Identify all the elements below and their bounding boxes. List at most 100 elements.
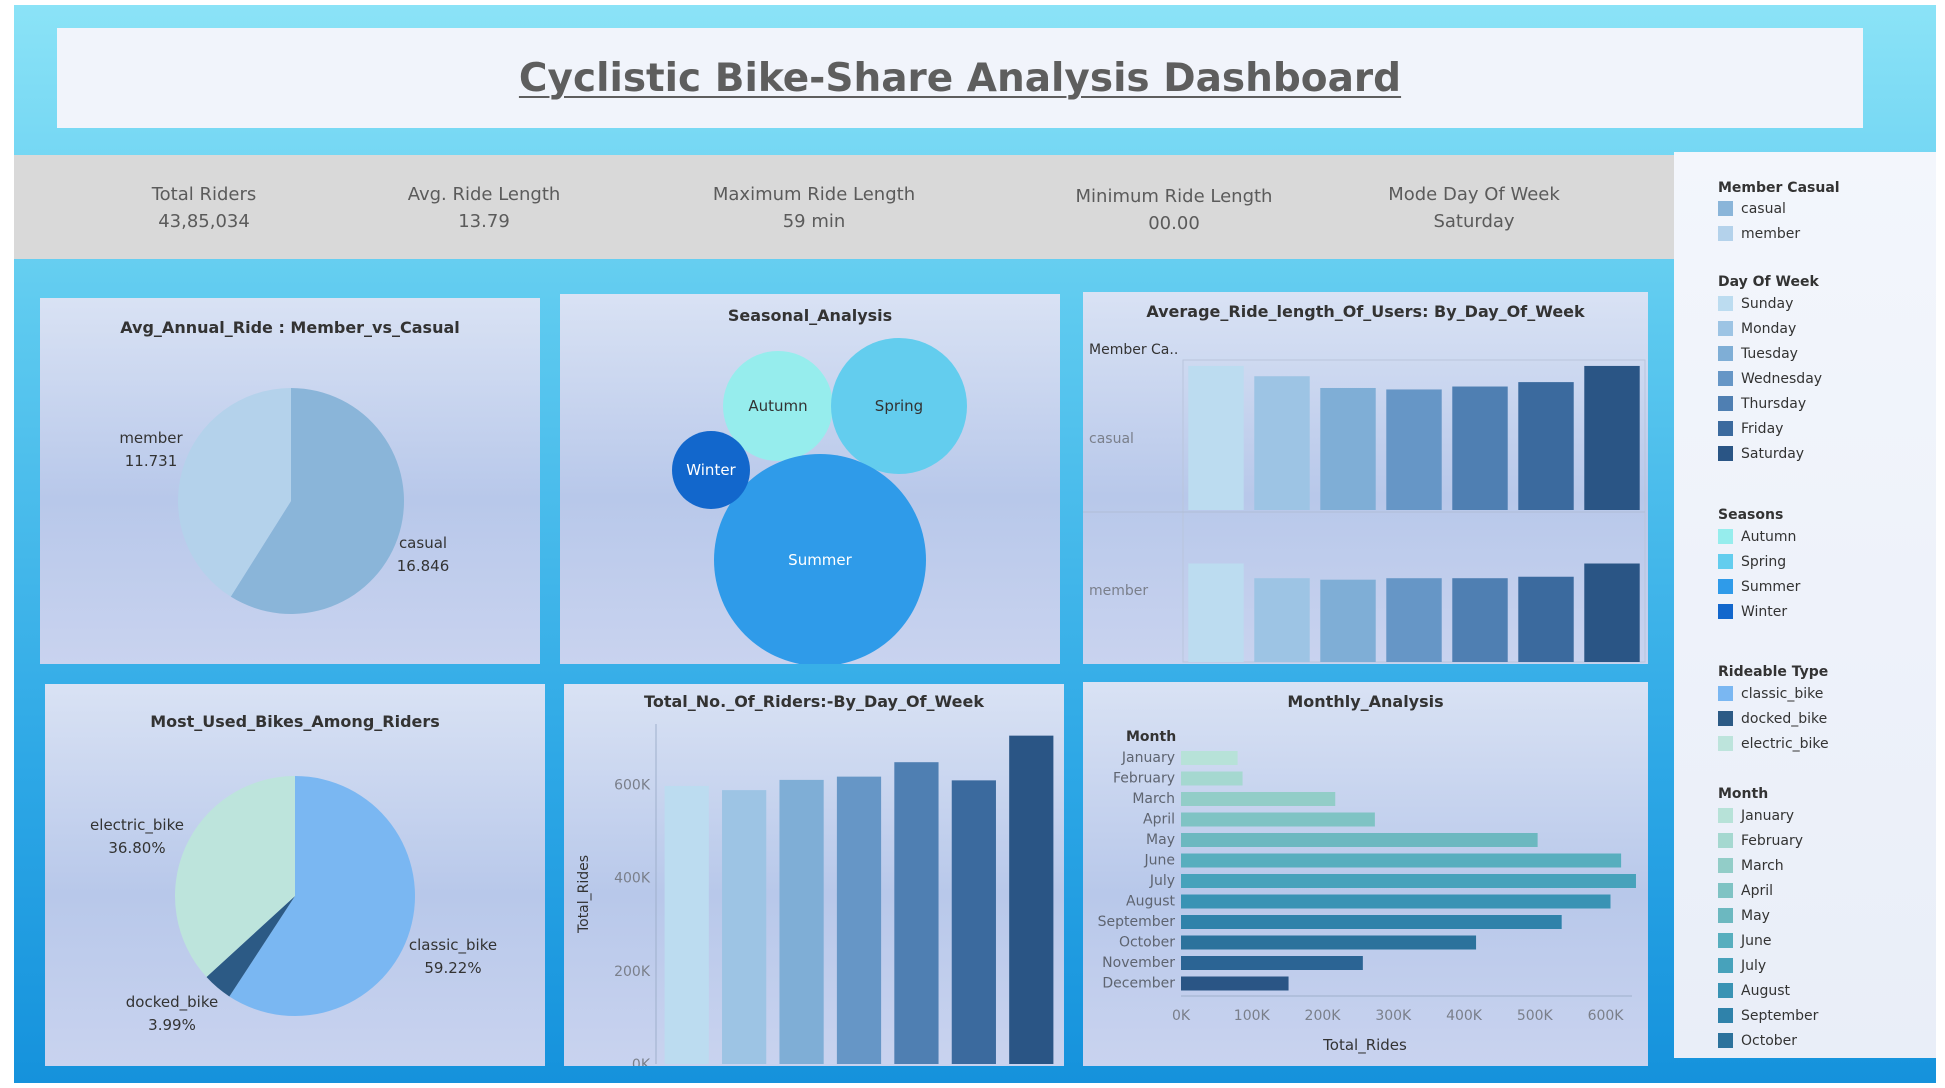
legend-item-august[interactable]: August xyxy=(1718,981,1790,1001)
bar-december xyxy=(1181,976,1289,991)
legend-swatch xyxy=(1718,296,1733,311)
x-tick-label: 500K xyxy=(1517,1008,1554,1024)
legend-item-monday[interactable]: Monday xyxy=(1718,319,1796,339)
month-label-november: November xyxy=(1102,955,1175,971)
bar-september xyxy=(1181,915,1562,929)
bar-may xyxy=(1181,833,1538,847)
bar-casual-wednesday xyxy=(1386,389,1442,510)
y-tick-label: 400K xyxy=(614,871,651,887)
bubble-label-summer: Summer xyxy=(788,551,852,569)
legend-item-september[interactable]: September xyxy=(1718,1006,1818,1026)
bar-monday xyxy=(722,790,767,1064)
legend-panel: Member Casual Day Of Week Seasons Rideab… xyxy=(1674,152,1936,1058)
legend-label: June xyxy=(1741,933,1772,949)
kpi-label: Maximum Ride Length xyxy=(712,184,916,205)
total-riders-panel: Total_No._Of_Riders:-By_Day_Of_Week 0K 20… xyxy=(564,684,1064,1066)
legend-item-october[interactable]: October xyxy=(1718,1031,1797,1051)
legend-item-spring[interactable]: Spring xyxy=(1718,552,1786,572)
legend-item-april[interactable]: April xyxy=(1718,881,1773,901)
legend-item-friday[interactable]: Friday xyxy=(1718,419,1783,439)
x-tick-label: 600K xyxy=(1588,1008,1625,1024)
bubble-autumn xyxy=(723,351,833,461)
legend-label: March xyxy=(1741,858,1784,874)
row-label-casual: casual xyxy=(1089,431,1134,447)
legend-swatch xyxy=(1718,858,1733,873)
legend-item-summer[interactable]: Summer xyxy=(1718,577,1800,597)
y-axis-title: Total_Rides xyxy=(576,855,592,934)
legend-item-saturday[interactable]: Saturday xyxy=(1718,444,1804,464)
kpi-value: 00.00 xyxy=(1148,213,1200,234)
legend-item-june[interactable]: June xyxy=(1718,931,1772,951)
legend-swatch xyxy=(1718,983,1733,998)
legend-label: April xyxy=(1741,883,1773,899)
legend-item-docked-bike[interactable]: docked_bike xyxy=(1718,709,1827,729)
legend-swatch xyxy=(1718,554,1733,569)
x-tick-label: 400K xyxy=(1446,1008,1483,1024)
legend-item-wednesday[interactable]: Wednesday xyxy=(1718,369,1822,389)
total-riders-title: Total_No._Of_Riders:-By_Day_Of_Week xyxy=(644,692,984,711)
most-used-bikes-pie: classic_bike 59.22% docked_bike 3.99% electr… xyxy=(90,776,497,1034)
slice-value-electric-bike: 36.80% xyxy=(108,839,165,857)
legend-item-may[interactable]: May xyxy=(1718,906,1770,926)
pie-slice-electric-bike xyxy=(175,776,295,978)
legend-item-electric-bike[interactable]: electric_bike xyxy=(1718,734,1829,754)
month-label-february: February xyxy=(1113,771,1175,787)
legend-item-march[interactable]: March xyxy=(1718,856,1784,876)
legend-swatch xyxy=(1718,686,1733,701)
row-label-member: member xyxy=(1089,583,1148,599)
legend-label: February xyxy=(1741,833,1804,849)
legend-item-january[interactable]: January xyxy=(1718,806,1794,826)
month-label-december: December xyxy=(1102,976,1175,992)
row-header: Member Ca.. xyxy=(1089,342,1178,358)
legend-title-seasons: Seasons xyxy=(1718,507,1784,523)
x-tick-label: 0K xyxy=(1172,1008,1191,1024)
kpi-label: Mode Day Of Week xyxy=(1388,184,1560,205)
legend-label: Sunday xyxy=(1741,296,1794,312)
month-label-april: April xyxy=(1143,812,1175,828)
legend-title-member-casual: Member Casual xyxy=(1718,180,1840,196)
bar-october xyxy=(1181,935,1477,950)
legend-item-winter[interactable]: Winter xyxy=(1718,602,1787,622)
kpi-max-ride-length: Maximum Ride Length 59 min xyxy=(684,181,944,235)
bar-member-monday xyxy=(1254,578,1310,662)
legend-label: July xyxy=(1741,958,1767,974)
legend-label: September xyxy=(1741,1008,1819,1024)
bar-member-thursday xyxy=(1452,578,1508,662)
month-label-october: October xyxy=(1119,935,1175,951)
legend-item-autumn[interactable]: Autumn xyxy=(1718,527,1796,547)
x-tick-label: 200K xyxy=(1305,1008,1342,1024)
legend-swatch xyxy=(1718,396,1733,411)
bar-august xyxy=(1181,894,1611,909)
legend-item-classic-bike[interactable]: classic_bike xyxy=(1718,684,1823,704)
slice-label-casual: casual xyxy=(399,534,447,552)
slice-value-member: 11.731 xyxy=(125,452,178,470)
avg-annual-ride-title: Avg_Annual_Ride : Member_vs_Casual xyxy=(120,318,460,337)
legend-label: Winter xyxy=(1741,604,1788,620)
kpi-label: Minimum Ride Length xyxy=(1075,186,1273,207)
legend-item-thursday[interactable]: Thursday xyxy=(1718,394,1806,414)
legend-title-rideable-type: Rideable Type xyxy=(1718,664,1829,680)
kpi-value: 43,85,034 xyxy=(158,211,250,232)
dashboard-title: Cyclistic Bike-Share Analysis Dashboard xyxy=(518,55,1402,101)
legend-item-casual[interactable]: casual xyxy=(1718,199,1786,219)
legend-item-member[interactable]: member xyxy=(1718,224,1800,244)
legend-item-tuesday[interactable]: Tuesday xyxy=(1718,344,1798,364)
bar-march xyxy=(1181,792,1336,806)
legend-item-february[interactable]: February xyxy=(1718,831,1803,851)
legend-title-day-of-week: Day Of Week xyxy=(1718,274,1819,290)
legend-swatch xyxy=(1718,833,1733,848)
legend-item-july[interactable]: July xyxy=(1718,956,1766,976)
kpi-value: 59 min xyxy=(782,211,846,232)
avg-annual-ride-panel: Avg_Annual_Ride : Member_vs_Casual casua… xyxy=(40,298,540,664)
legend-swatch xyxy=(1718,421,1733,436)
legend-swatch xyxy=(1718,883,1733,898)
month-label-june: June xyxy=(1144,853,1176,869)
pie-slice-docked-bike xyxy=(206,896,295,997)
bubble-summer xyxy=(714,454,926,664)
bar-april xyxy=(1181,812,1375,827)
legend-label: Tuesday xyxy=(1741,346,1798,362)
legend-label: Summer xyxy=(1741,579,1801,595)
legend-item-sunday[interactable]: Sunday xyxy=(1718,294,1793,314)
legend-swatch xyxy=(1718,908,1733,923)
bar-casual-tuesday xyxy=(1320,387,1376,510)
